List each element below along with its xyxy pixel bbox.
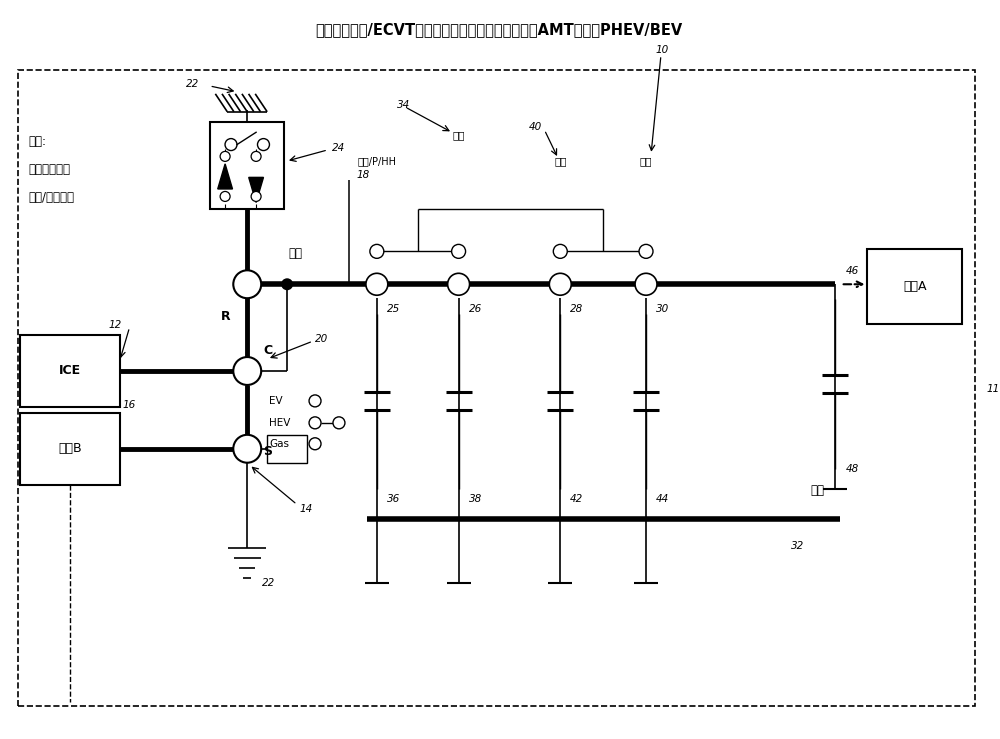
Circle shape — [220, 191, 230, 202]
Text: 12: 12 — [108, 320, 121, 330]
Text: 输出: 输出 — [810, 483, 824, 497]
Text: 串联混合动力: 串联混合动力 — [28, 163, 70, 176]
Circle shape — [366, 273, 388, 295]
Text: 40: 40 — [529, 122, 542, 132]
Text: 36: 36 — [387, 494, 400, 503]
Circle shape — [309, 417, 321, 429]
Circle shape — [635, 273, 657, 295]
Circle shape — [251, 191, 261, 202]
Text: 用于功率分流/ECVT模式的使用具有简单行星齿轮的AMT架构的PHEV/BEV: 用于功率分流/ECVT模式的使用具有简单行星齿轮的AMT架构的PHEV/BEV — [315, 22, 682, 38]
Circle shape — [225, 139, 237, 151]
Text: 42: 42 — [570, 494, 584, 503]
Circle shape — [233, 435, 261, 463]
Bar — [20, 335, 120, 407]
Circle shape — [251, 151, 261, 161]
Text: 18: 18 — [357, 169, 370, 180]
Text: 44: 44 — [656, 494, 669, 503]
Circle shape — [370, 245, 384, 259]
Text: 停车/坡道驻车: 停车/坡道驻车 — [28, 191, 74, 204]
Text: 32: 32 — [791, 542, 804, 551]
Text: 三档: 三档 — [554, 157, 567, 166]
Bar — [18, 70, 975, 706]
Text: 20: 20 — [315, 334, 328, 344]
Circle shape — [333, 417, 345, 429]
Text: 38: 38 — [469, 494, 482, 503]
Text: 14: 14 — [299, 503, 312, 514]
Bar — [20, 413, 120, 485]
Text: S: S — [263, 446, 272, 458]
Text: ICE: ICE — [59, 364, 81, 378]
Text: 26: 26 — [469, 304, 482, 314]
Text: 30: 30 — [656, 304, 669, 314]
Bar — [867, 249, 962, 324]
Circle shape — [309, 437, 321, 450]
Circle shape — [553, 245, 567, 259]
Circle shape — [452, 245, 466, 259]
Text: 11: 11 — [987, 384, 1000, 394]
Text: HEV: HEV — [269, 418, 291, 428]
Text: 24: 24 — [332, 143, 345, 153]
Circle shape — [448, 273, 470, 295]
Bar — [210, 122, 284, 209]
Text: 22: 22 — [186, 79, 199, 89]
Text: 四档: 四档 — [640, 157, 652, 166]
Circle shape — [639, 245, 653, 259]
Text: 可选:: 可选: — [28, 135, 46, 149]
Circle shape — [549, 273, 571, 295]
Text: C: C — [263, 344, 272, 357]
Text: 34: 34 — [397, 100, 410, 110]
Text: 16: 16 — [123, 400, 136, 410]
Circle shape — [257, 139, 269, 151]
Text: 28: 28 — [570, 304, 584, 314]
Polygon shape — [218, 164, 232, 189]
Text: 一档/P/HH: 一档/P/HH — [357, 157, 396, 166]
Text: 22: 22 — [262, 579, 275, 588]
Text: 马达A: 马达A — [903, 280, 926, 293]
Text: 10: 10 — [656, 45, 669, 55]
Text: 46: 46 — [845, 266, 859, 276]
Circle shape — [233, 270, 261, 299]
Text: 48: 48 — [845, 463, 859, 474]
Text: R: R — [220, 310, 230, 323]
Circle shape — [309, 395, 321, 407]
Text: EV: EV — [269, 396, 283, 406]
Text: 二档: 二档 — [452, 130, 465, 140]
Polygon shape — [249, 177, 263, 202]
Text: 25: 25 — [387, 304, 400, 314]
Text: 马达B: 马达B — [58, 442, 82, 455]
Circle shape — [233, 357, 261, 385]
Circle shape — [281, 279, 293, 290]
Circle shape — [220, 151, 230, 161]
Text: Gas: Gas — [269, 439, 289, 449]
Bar — [267, 435, 307, 463]
Text: 输入: 输入 — [288, 248, 302, 260]
